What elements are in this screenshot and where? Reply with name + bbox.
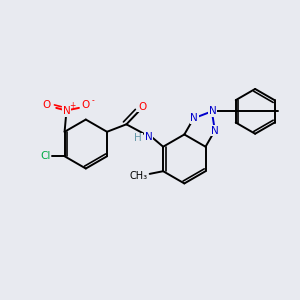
Text: +: + [69,101,75,110]
Text: CH₃: CH₃ [130,171,148,181]
Text: N: N [145,132,152,142]
Text: H: H [134,134,142,143]
Text: -: - [92,96,94,105]
Text: O: O [43,100,51,110]
Text: N: N [63,106,70,116]
Text: N: N [208,106,216,116]
Text: O: O [82,100,90,110]
Text: O: O [138,102,146,112]
Text: N: N [211,126,219,136]
Text: N: N [190,113,198,123]
Text: Cl: Cl [40,151,50,161]
